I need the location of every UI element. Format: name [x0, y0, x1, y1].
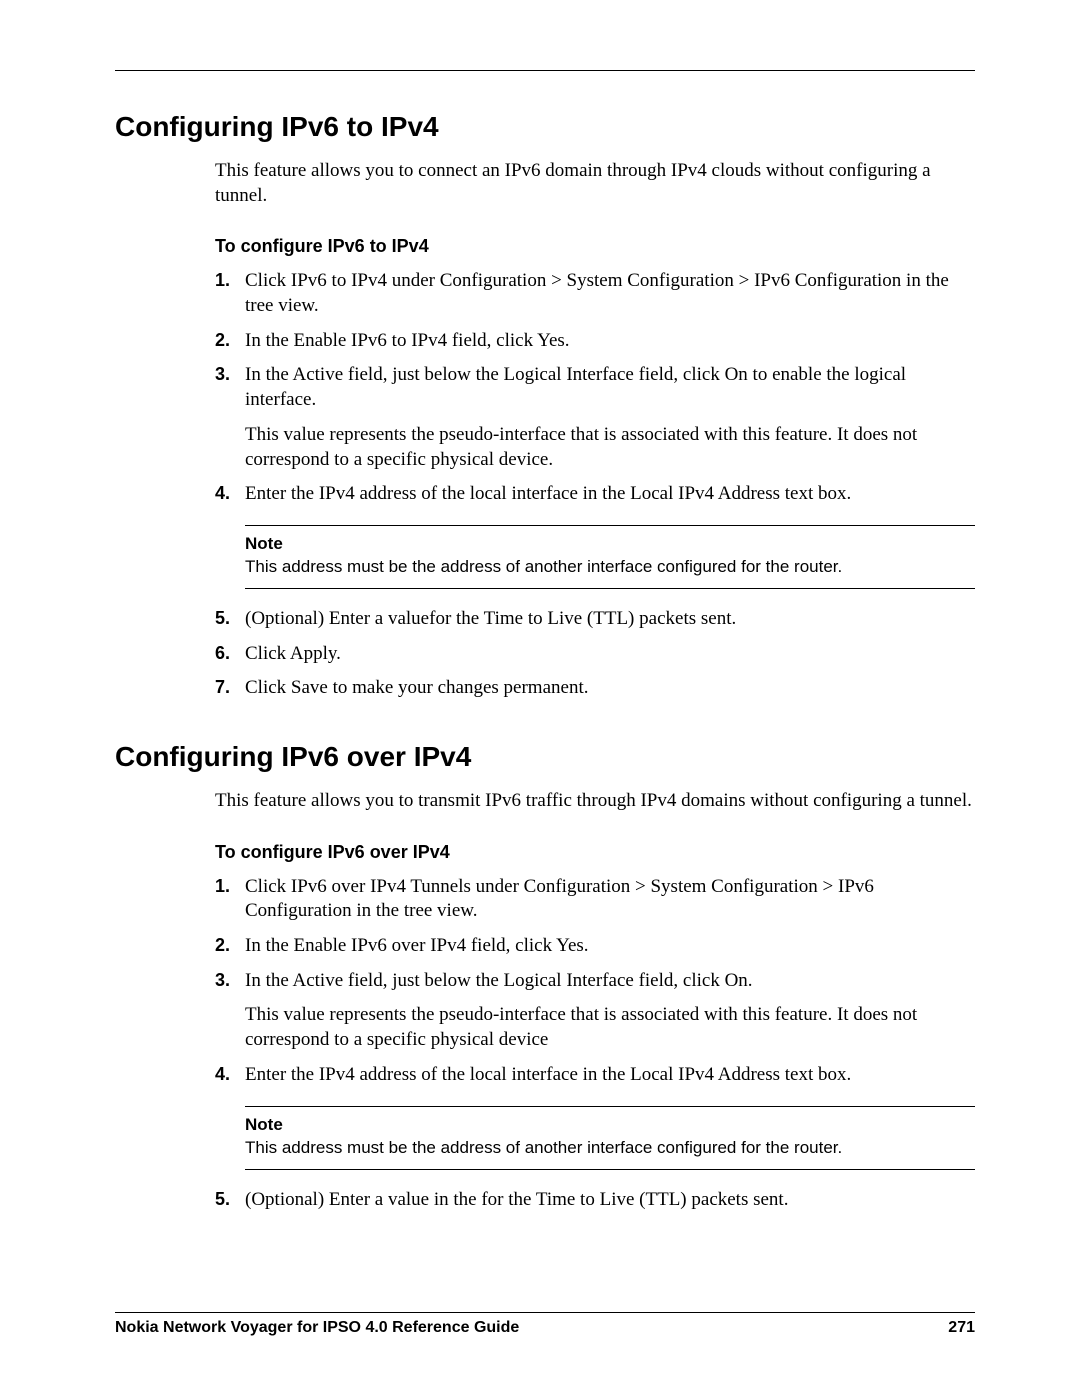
footer-page-number: 271 [948, 1319, 975, 1337]
section1-intro: This feature allows you to connect an IP… [215, 159, 975, 208]
step-extra: This value represents the pseudo-interfa… [245, 423, 975, 472]
step-text: Enter the IPv4 address of the local inte… [245, 1064, 851, 1085]
note-text: This address must be the address of anot… [245, 556, 975, 578]
section2-subheading: To configure IPv6 over IPv4 [215, 842, 975, 863]
step-text: In the Enable IPv6 to IPv4 field, click … [245, 330, 570, 351]
step-item: (Optional) Enter a value in the for the … [215, 1188, 975, 1213]
step-text: In the Active field, just below the Logi… [245, 970, 753, 991]
step-item: Click IPv6 over IPv4 Tunnels under Confi… [215, 875, 975, 924]
step-item: In the Enable IPv6 over IPv4 field, clic… [215, 934, 975, 959]
page-footer: Nokia Network Voyager for IPSO 4.0 Refer… [115, 1312, 975, 1337]
step-item: Click Save to make your changes permanen… [215, 676, 975, 701]
section2-body: This feature allows you to transmit IPv6… [215, 789, 975, 1212]
step-item: Click IPv6 to IPv4 under Configuration >… [215, 269, 975, 318]
step-item: In the Enable IPv6 to IPv4 field, click … [215, 329, 975, 354]
step-item: In the Active field, just below the Logi… [215, 363, 975, 472]
footer-row: Nokia Network Voyager for IPSO 4.0 Refer… [115, 1319, 975, 1337]
footer-rule [115, 1312, 975, 1313]
step-extra: This value represents the pseudo-interfa… [245, 1003, 975, 1052]
step-text: Enter the IPv4 address of the local inte… [245, 483, 851, 504]
step-item: Enter the IPv4 address of the local inte… [215, 1063, 975, 1088]
footer-title: Nokia Network Voyager for IPSO 4.0 Refer… [115, 1319, 519, 1337]
step-text: In the Active field, just below the Logi… [245, 364, 906, 410]
document-page: Configuring IPv6 to IPv4 This feature al… [0, 0, 1080, 1397]
note-label: Note [245, 1115, 975, 1135]
step-item: (Optional) Enter a valuefor the Time to … [215, 607, 975, 632]
top-rule [115, 70, 975, 71]
section1-steps: Click IPv6 to IPv4 under Configuration >… [215, 269, 975, 507]
section2: Configuring IPv6 over IPv4 This feature … [115, 741, 975, 1212]
note-box: Note This address must be the address of… [245, 1106, 975, 1170]
step-text: (Optional) Enter a valuefor the Time to … [245, 608, 736, 629]
section1-heading: Configuring IPv6 to IPv4 [115, 111, 975, 143]
step-text: Click Save to make your changes permanen… [245, 677, 588, 698]
step-text: Click IPv6 to IPv4 under Configuration >… [245, 270, 949, 316]
section1-steps-cont: (Optional) Enter a valuefor the Time to … [215, 607, 975, 701]
note-label: Note [245, 534, 975, 554]
step-text: Click IPv6 over IPv4 Tunnels under Confi… [245, 876, 874, 922]
section2-intro: This feature allows you to transmit IPv6… [215, 789, 975, 814]
section1-body: This feature allows you to connect an IP… [215, 159, 975, 701]
section2-heading: Configuring IPv6 over IPv4 [115, 741, 975, 773]
section1-subheading: To configure IPv6 to IPv4 [215, 236, 975, 257]
note-box: Note This address must be the address of… [245, 525, 975, 589]
step-item: Enter the IPv4 address of the local inte… [215, 482, 975, 507]
step-text: (Optional) Enter a value in the for the … [245, 1189, 788, 1210]
step-text: In the Enable IPv6 over IPv4 field, clic… [245, 935, 589, 956]
section2-steps-cont: (Optional) Enter a value in the for the … [215, 1188, 975, 1213]
section2-steps: Click IPv6 over IPv4 Tunnels under Confi… [215, 875, 975, 1088]
step-text: Click Apply. [245, 643, 341, 664]
step-item: In the Active field, just below the Logi… [215, 969, 975, 1053]
note-text: This address must be the address of anot… [245, 1137, 975, 1159]
step-item: Click Apply. [215, 642, 975, 667]
